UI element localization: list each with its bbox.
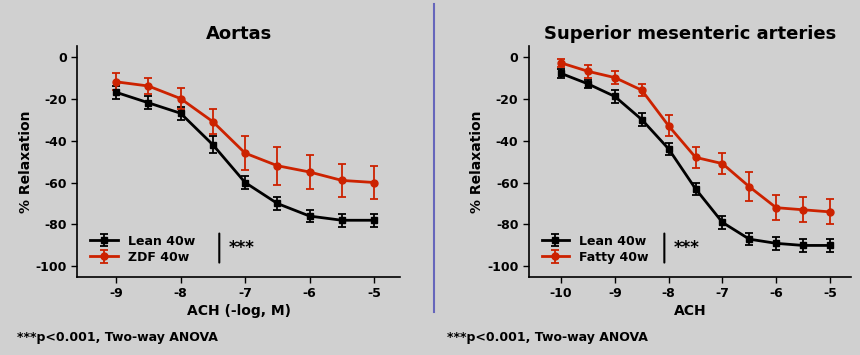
Legend: Lean 40w, Fatty 40w: Lean 40w, Fatty 40w [542, 235, 648, 264]
Text: ***: *** [229, 239, 255, 257]
Title: Aortas: Aortas [206, 25, 272, 43]
Y-axis label: % Relaxation: % Relaxation [19, 110, 33, 213]
X-axis label: ACH: ACH [674, 305, 706, 318]
Legend: Lean 40w, ZDF 40w: Lean 40w, ZDF 40w [90, 235, 195, 264]
Y-axis label: % Relaxation: % Relaxation [470, 110, 484, 213]
Title: Superior mesenteric arteries: Superior mesenteric arteries [544, 25, 836, 43]
Text: ***p<0.001, Two-way ANOVA: ***p<0.001, Two-way ANOVA [447, 331, 648, 344]
Text: ***: *** [674, 239, 700, 257]
Text: ***p<0.001, Two-way ANOVA: ***p<0.001, Two-way ANOVA [17, 331, 218, 344]
X-axis label: ACH (-log, M): ACH (-log, M) [187, 305, 291, 318]
